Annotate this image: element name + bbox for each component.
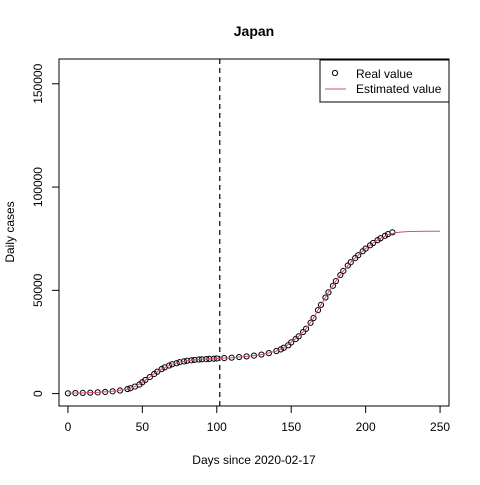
data-point-real [337,271,344,279]
data-point-real [362,245,369,252]
x-tick-label: 250 [430,420,450,434]
data-point-real [158,365,165,373]
data-point-real [280,344,287,351]
legend-label-estimated: Estimated value [356,82,442,96]
data-point-real [307,319,314,326]
data-point-real [173,360,180,367]
y-tick-label: 100000 [31,167,45,207]
legend-box [319,59,450,103]
data-point-real [277,346,284,353]
y-tick-label: 0 [31,390,45,397]
data-point-real [146,373,153,381]
data-point-real [169,361,176,368]
data-point-real [332,277,339,285]
legend-label-real: Real value [356,67,413,81]
data-point-real [310,314,317,322]
data-point-real [142,376,149,384]
legend: Real value Estimated value [319,59,450,103]
x-tick-label: 150 [281,420,301,434]
data-point-real [381,232,389,239]
x-axis: 0 50 100 150 200 250 [65,405,450,434]
data-point-real [325,289,332,296]
y-axis: 0 50000 100000 150000 [31,63,60,397]
y-tick-label: 50000 [31,273,45,307]
data-point-real [322,294,329,301]
data-point-real [288,339,295,346]
data-point-real [314,307,322,314]
data-point-real [355,252,362,259]
x-tick-label: 200 [356,420,376,434]
chart-marks [64,59,441,406]
data-point-real [166,362,173,369]
y-axis-label: Daily cases [3,201,17,262]
data-point-real [369,239,377,247]
x-tick-label: 100 [207,420,227,434]
x-axis-label: Days since 2020-02-17 [192,453,316,467]
data-point-real [317,301,325,308]
data-point-real [347,259,354,266]
y-tick-label: 150000 [31,63,45,103]
data-point-real [295,333,302,340]
data-point-real [302,325,310,332]
series-line-estimated [67,230,441,394]
chart-title: Japan [234,23,274,39]
data-point-real [154,368,161,375]
data-point-real [377,235,384,242]
x-tick-label: 50 [136,420,150,434]
legend-marker-real [331,69,339,77]
data-point-real [329,282,336,289]
x-tick-label: 0 [65,420,72,434]
data-point-real [340,267,347,275]
